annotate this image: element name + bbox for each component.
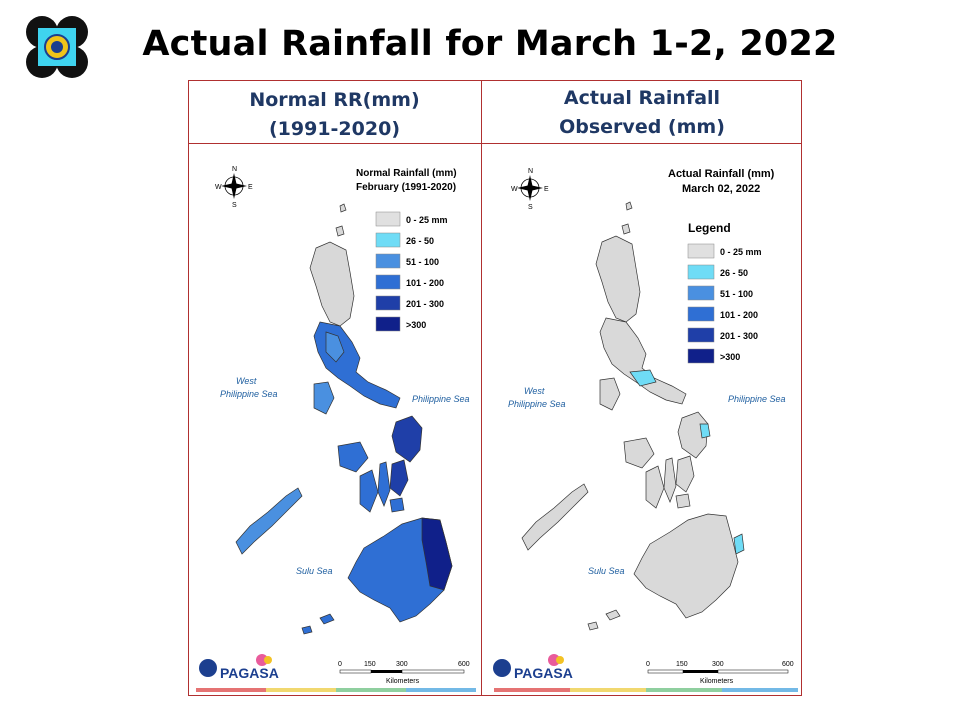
- map-title-line1: Actual Rainfall (mm): [668, 168, 775, 180]
- scale-unit: Kilometers: [700, 678, 734, 685]
- sea-label-east: Philippine Sea: [728, 394, 786, 404]
- compass-s: S: [232, 202, 237, 209]
- sea-label-west-line2: Philippine Sea: [220, 389, 278, 399]
- compass-w: W: [511, 186, 518, 193]
- legend-swatch-3: [375, 274, 401, 290]
- sea-label-east: Philippine Sea: [412, 394, 470, 404]
- left-header-line2: (1991-2020): [268, 118, 400, 140]
- compass-n: N: [528, 168, 533, 175]
- pagasa-logo: PAGASA: [493, 654, 573, 681]
- left-header-line1: Normal RR(mm): [249, 89, 420, 111]
- philippines-landmass: [235, 203, 453, 635]
- legend-label-0: 0 - 25 mm: [406, 215, 448, 225]
- brand-name: PAGASA: [220, 665, 279, 681]
- compass-rose-icon: N S W E: [511, 168, 549, 211]
- brand-name: PAGASA: [514, 665, 573, 681]
- legend-swatch-5: [687, 348, 715, 364]
- map-title-line2: March 02, 2022: [682, 183, 760, 195]
- legend-label-3: 101 - 200: [720, 310, 758, 320]
- sea-label-west-line2: Philippine Sea: [508, 399, 566, 409]
- legend-swatch-0: [687, 243, 715, 259]
- legend-swatch-2: [687, 285, 715, 301]
- philippines-landmass: [521, 201, 745, 631]
- legend-swatch-1: [687, 264, 715, 280]
- actual-rainfall-map: N S W E Actual Rainfall (mm) March 02, 2…: [493, 168, 798, 692]
- strip-red: [494, 688, 570, 692]
- scale-unit: Kilometers: [386, 678, 420, 685]
- scale-tick-1: 150: [676, 661, 688, 668]
- sea-label-west-line1: West: [524, 386, 545, 396]
- scale-bar: 0 150 300 600 Kilometers: [338, 661, 470, 685]
- compass-rose-icon: N S W E: [215, 166, 253, 209]
- legend-label-4: 201 - 300: [720, 331, 758, 341]
- left-column-header: Normal RR(mm) (1991-2020): [188, 86, 481, 144]
- legend-swatch-4: [687, 327, 715, 343]
- sea-label-west-line1: West: [236, 376, 257, 386]
- legend-swatch-0: [375, 211, 401, 227]
- pagasa-logo: PAGASA: [199, 654, 279, 681]
- scale-bar: 0 150 300 600 Kilometers: [646, 661, 794, 685]
- legend-label-0: 0 - 25 mm: [720, 247, 762, 257]
- legend-label-3: 101 - 200: [406, 278, 444, 288]
- column-divider: [481, 80, 482, 696]
- compass-e: E: [248, 184, 253, 191]
- legend-swatch-3: [687, 306, 715, 322]
- strip-yellow: [266, 688, 336, 692]
- normal-rainfall-map-panel: N S W E Normal Rainfall (mm) February (1…: [190, 146, 480, 694]
- legend-label-5: >300: [720, 352, 740, 362]
- sea-label-sulu: Sulu Sea: [296, 566, 333, 576]
- slide-title: Actual Rainfall for March 1-2, 2022: [142, 24, 838, 64]
- legend-label-2: 51 - 100: [406, 257, 439, 267]
- scale-tick-0: 0: [646, 661, 650, 668]
- legend: 0 - 25 mm 26 - 50 51 - 100 101 - 200 201…: [687, 243, 762, 364]
- legend-swatch-2: [375, 253, 401, 269]
- compass-s: S: [528, 204, 533, 211]
- legend-title: Legend: [688, 221, 731, 235]
- right-column-header: Actual Rainfall Observed (mm): [482, 84, 802, 142]
- legend-swatch-5: [375, 316, 401, 332]
- right-header-line1: Actual Rainfall: [563, 87, 721, 109]
- scale-tick-2: 300: [396, 661, 408, 668]
- strip-blue: [722, 688, 798, 692]
- strip-green: [646, 688, 722, 692]
- right-header-line2: Observed (mm): [559, 116, 725, 138]
- map-title-line1: Normal Rainfall (mm): [356, 168, 457, 179]
- legend: 0 - 25 mm 26 - 50 51 - 100 101 - 200 201…: [375, 211, 448, 332]
- legend-label-2: 51 - 100: [720, 289, 753, 299]
- agency-logo: [26, 16, 88, 78]
- strip-red: [196, 688, 266, 692]
- legend-label-1: 26 - 50: [406, 236, 434, 246]
- scale-tick-2: 300: [712, 661, 724, 668]
- legend-label-5: >300: [406, 320, 426, 330]
- legend-swatch-1: [375, 232, 401, 248]
- normal-rainfall-map: N S W E Normal Rainfall (mm) February (1…: [196, 166, 476, 692]
- compass-e: E: [544, 186, 549, 193]
- map-title-line2: February (1991-2020): [356, 182, 456, 193]
- comparison-frame: [188, 80, 802, 696]
- strip-green: [336, 688, 406, 692]
- actual-rainfall-map-panel: N S W E Actual Rainfall (mm) March 02, 2…: [490, 146, 800, 694]
- scale-tick-1: 150: [364, 661, 376, 668]
- legend-label-1: 26 - 50: [720, 268, 748, 278]
- compass-n: N: [232, 166, 237, 173]
- header-divider: [188, 143, 802, 144]
- strip-blue: [406, 688, 476, 692]
- legend-swatch-4: [375, 295, 401, 311]
- compass-w: W: [215, 184, 222, 191]
- sea-label-sulu: Sulu Sea: [588, 566, 625, 576]
- scale-tick-3: 600: [782, 661, 794, 668]
- scale-tick-0: 0: [338, 661, 342, 668]
- strip-yellow: [570, 688, 646, 692]
- legend-label-4: 201 - 300: [406, 299, 444, 309]
- scale-tick-3: 600: [458, 661, 470, 668]
